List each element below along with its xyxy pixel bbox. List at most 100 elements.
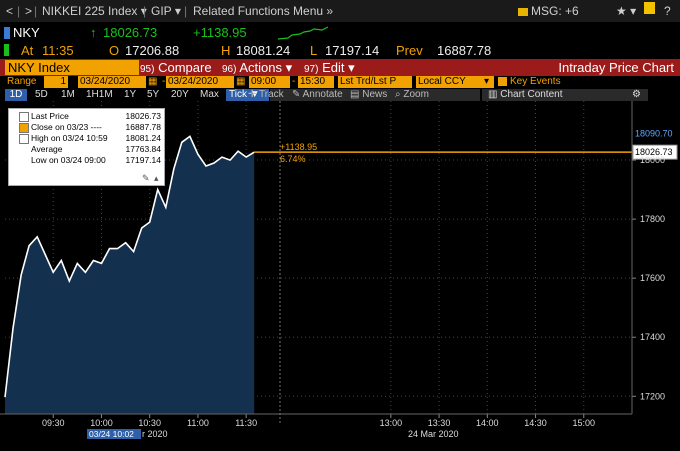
index-label: NKY Index [5,60,139,75]
crosshair-date-tail: r 2020 [142,429,168,439]
last-time: 11:35 [42,43,74,58]
interval-5d[interactable]: 5D [35,89,48,100]
back-chevron[interactable]: < [6,4,14,18]
interval-max[interactable]: Max [200,89,219,100]
dropdown-caret-icon: ▾ [285,60,293,75]
price-line [4,135,255,398]
crosshair-date: 03/24 10:02 [89,429,134,439]
interval-1m[interactable]: 1M [61,89,75,100]
price-area [4,135,255,414]
field-dropdown[interactable]: Lst Trd/Lst P [338,76,412,88]
dropdown-caret-icon: ▾ [630,4,637,18]
ticker-color-marker [4,27,10,39]
favorite-star-icon[interactable]: ★ ▾ [616,4,637,18]
quote-header: NKY ↑ 18026.73 +1138.95 At 11:35 O 17206… [0,22,680,60]
reference-lines: 18090.70 18026.73 [254,127,678,160]
chart-legend[interactable]: Last Price 18026.73 Close on 03/23 ---- … [8,108,165,186]
x-tick-label: 13:30 [428,418,451,428]
price-area-fill [5,136,255,414]
x-tick-label: 10:30 [138,418,161,428]
x-tick-label: 09:30 [42,418,65,428]
legend-row-close: Close on 03/23 ---- 16887.78 [11,122,161,133]
y-axis: 17200 17400 17600 17800 18000 [632,155,665,401]
top-menu-bar: < | > | NIKKEI 225 Index ▾ | GIP ▾ | Rel… [0,0,680,22]
x-tick-label: 11:30 [235,418,257,428]
message-indicator[interactable]: MSG: +6 [518,4,579,18]
x-tick-label: 13:00 [380,418,403,428]
change-annotation: +1138.95 [280,142,317,152]
legend-row-high: High on 03/24 10:59 18081.24 [11,133,161,144]
y-tick-label: 17600 [640,273,665,283]
end-time-input[interactable]: 15:30 [298,76,334,88]
compare-button[interactable]: 95) Compare [140,60,218,75]
dropdown-caret-icon: ▾ [348,60,355,75]
ticker-symbol: NKY [13,25,40,40]
actions-button[interactable]: 96) Actions ▾ [222,60,300,75]
interval-20y[interactable]: 20Y [171,89,189,100]
dropdown-caret-icon[interactable]: ▾ [482,76,494,88]
interval-5y[interactable]: 5Y [147,89,160,100]
double-chevron-icon: » [326,4,334,18]
flag-icon[interactable] [644,2,655,14]
low-label: L [310,43,318,58]
zoom-button[interactable]: ⌕ Zoom [395,89,429,100]
x-axis: 09:30 10:00 10:30 11:00 11:30 13:00 13:30 14:00… [42,414,595,428]
related-functions-menu[interactable]: Related Functions Menu » [193,4,334,18]
last-price-box [632,144,678,160]
news-icon: ▤ [350,89,360,100]
pencil-icon: ✎ [292,89,301,100]
interval-1d[interactable]: 1D [5,89,27,101]
legend-minimize-icon[interactable]: ▴ [154,173,159,183]
y-tick-label: 18000 [640,155,665,165]
currency-dropdown-range[interactable]: Local CCY [416,76,482,88]
range-label: Range [5,76,43,88]
range-days-input[interactable]: 1 [44,76,68,88]
x-tick-label: 10:00 [90,418,113,428]
time-label: At [21,43,34,58]
news-button[interactable]: ▤ News [350,89,388,100]
forward-chevron[interactable]: > [25,4,33,18]
security-dropdown[interactable]: NIKKEI 225 Index ▾ [42,4,147,18]
high-value-box [633,127,675,139]
crosshair-date-box [87,429,141,439]
interval-1h1m[interactable]: 1H1M [86,89,113,100]
start-date-input[interactable]: 03/24/2020 [78,76,146,88]
track-button[interactable]: ✛ Track [248,89,284,100]
tick-dropdown[interactable]: Tick ▼ [226,89,269,101]
annotate-button[interactable]: ✎ Annotate [292,89,343,100]
help-button[interactable]: ? [664,4,671,18]
legend-row-average: Average 17763.84 [31,144,161,154]
dropdown-caret-icon: ▾ [174,4,181,18]
start-time-input[interactable]: 09:00 [249,76,291,88]
y-tick-label: 17200 [640,391,665,401]
legend-edit-icon[interactable]: ✎ [142,173,150,183]
high-value: 18081.24 [236,43,291,58]
prev-value: 16887.78 [437,43,492,58]
calendar-icon[interactable]: ▦ [234,76,252,88]
dropdown-caret-icon: ▼ [249,89,260,100]
key-events-label: Key Events [508,76,576,88]
chart-content-button[interactable]: ▥ Chart Content [482,89,648,101]
end-date-input[interactable]: 03/24/2020 [166,76,234,88]
calendar-icon[interactable]: ▦ [146,76,164,88]
envelope-icon [518,8,528,16]
interval-1y[interactable]: 1Y [124,89,137,100]
prev-label: Prev [396,43,423,58]
last-price-label: 18026.73 [635,147,673,157]
y-tick-label: 17400 [640,332,665,342]
chart-tools-bar [270,89,480,101]
edit-button[interactable]: 97) Edit ▾ [304,60,368,75]
x-tick-label: 15:00 [573,418,596,428]
legend-row-low: Low on 03/24 09:00 17197.14 [31,155,161,165]
legend-swatch [19,123,29,133]
low-value: 17197.14 [325,43,380,58]
tick-direction-marker [4,44,9,56]
net-change: +1138.95 [193,25,247,40]
key-events-checkbox[interactable] [496,76,510,88]
x-tick-label: 14:00 [476,418,499,428]
chart-icon: ▥ [488,89,498,100]
y-tick-label: 17800 [640,214,665,224]
x-tick-label: 14:30 [524,418,547,428]
currency-dropdown[interactable]: GIP ▾ [151,4,181,18]
settings-gear-icon[interactable]: ⚙ [632,89,641,100]
